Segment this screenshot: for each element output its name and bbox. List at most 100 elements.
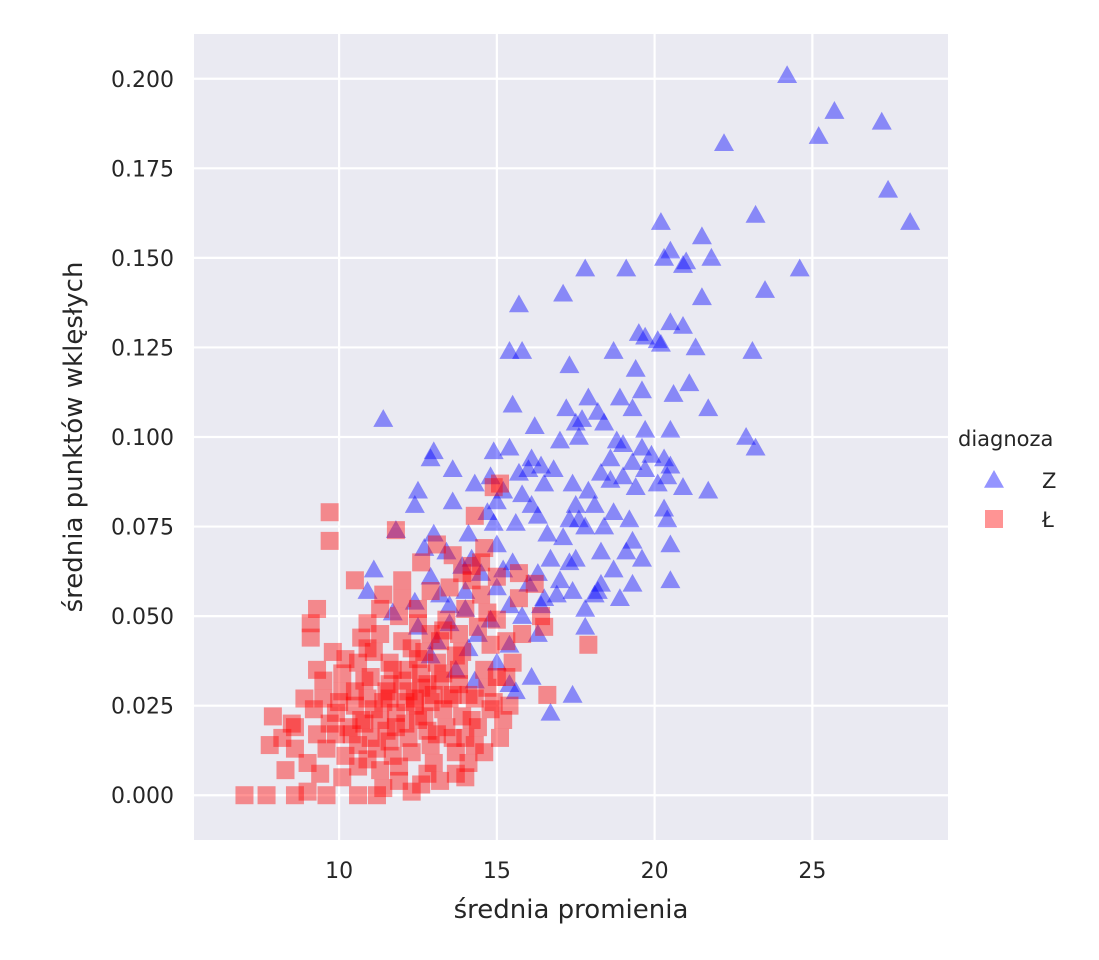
data-point-square: [415, 707, 434, 726]
data-point-triangle: [505, 512, 526, 531]
data-point-square: [339, 718, 358, 737]
data-point-triangle: [755, 280, 776, 298]
data-point-square: [304, 700, 323, 719]
data-point-square: [390, 771, 409, 790]
data-point-triangle: [635, 419, 656, 438]
data-point-triangle: [565, 412, 586, 431]
data-point-square: [405, 696, 424, 715]
data-point-square: [468, 718, 487, 737]
data-point-triangle: [685, 337, 706, 356]
data-point-square: [308, 599, 327, 618]
data-point-triangle: [622, 452, 643, 470]
data-point-triangle: [660, 570, 681, 589]
data-point-square: [301, 628, 320, 647]
y-tick-label: 0.075: [111, 516, 174, 541]
data-point-square: [475, 539, 494, 558]
y-axis-label: średnia punktów wklęsłych: [59, 262, 89, 613]
data-point-square: [405, 689, 424, 708]
data-point-square: [443, 546, 462, 565]
data-point-square: [434, 700, 453, 719]
data-point-triangle: [808, 126, 829, 144]
x-axis-label: średnia promienia: [454, 895, 689, 925]
data-point-triangle: [698, 480, 719, 499]
data-point-triangle: [442, 491, 463, 510]
data-point-triangle: [600, 469, 621, 488]
data-point-square: [345, 682, 364, 701]
data-point-triangle: [603, 559, 624, 578]
data-point-square: [380, 732, 399, 751]
data-point-square: [330, 693, 349, 712]
data-point-square: [345, 696, 364, 715]
data-point-square: [450, 660, 469, 679]
data-point-square: [440, 689, 459, 708]
data-point-triangle: [606, 430, 627, 449]
data-point-triangle: [407, 480, 428, 499]
data-point-square: [314, 689, 333, 708]
data-point-triangle: [499, 341, 520, 359]
x-tick-label: 20: [641, 859, 669, 884]
data-point-triangle: [625, 358, 646, 377]
data-point-triangle: [578, 387, 599, 406]
data-point-square: [402, 743, 421, 762]
data-point-square: [535, 617, 554, 636]
data-point-triangle: [556, 398, 577, 417]
data-point-triangle: [426, 631, 447, 649]
data-point-triangle: [508, 294, 529, 313]
data-point-triangle: [549, 570, 570, 589]
data-point-triangle: [430, 584, 451, 603]
data-point-triangle: [672, 315, 693, 334]
data-point-triangle: [654, 498, 675, 517]
data-point-square: [367, 739, 386, 758]
data-point-triangle: [654, 448, 675, 467]
legend-label: Z: [1042, 469, 1056, 493]
data-point-triangle: [745, 437, 766, 456]
data-point-triangle: [540, 548, 561, 567]
data-point-triangle: [871, 111, 892, 130]
data-point-square: [386, 521, 405, 540]
data-point-square: [509, 564, 528, 583]
data-point-triangle: [486, 491, 507, 510]
data-point-triangle: [635, 459, 656, 478]
data-point-triangle: [587, 581, 608, 599]
data-point-triangle: [521, 448, 542, 467]
data-point-triangle: [527, 505, 548, 524]
data-point-triangle: [660, 455, 681, 474]
data-point-square: [465, 736, 484, 755]
data-point-triangle: [527, 624, 548, 642]
data-point-triangle: [461, 548, 482, 567]
data-point-square: [390, 757, 409, 776]
data-point-square: [320, 714, 339, 733]
data-point-triangle: [404, 495, 425, 513]
data-point-square: [462, 556, 481, 575]
data-point-triangle: [578, 480, 599, 499]
data-point-triangle: [464, 670, 485, 689]
data-point-square: [402, 782, 421, 801]
data-point-triangle: [493, 480, 514, 499]
data-point-square: [393, 671, 412, 690]
data-point-square: [459, 753, 478, 772]
data-point-square: [333, 768, 352, 787]
data-point-triangle: [464, 473, 485, 492]
data-point-square: [415, 642, 434, 661]
data-point-square: [412, 664, 431, 683]
data-point-square: [276, 761, 295, 780]
data-point-square: [298, 782, 317, 801]
data-point-triangle: [480, 609, 501, 628]
data-point-square: [358, 689, 377, 708]
data-point-triangle: [590, 462, 611, 481]
data-point-square: [443, 685, 462, 704]
data-point-triangle: [373, 409, 394, 427]
data-point-triangle: [524, 416, 545, 435]
data-point-square: [361, 668, 380, 687]
y-tick-label: 0.025: [111, 695, 174, 720]
data-point-square: [424, 753, 443, 772]
data-point-square: [503, 653, 522, 672]
data-point-triangle: [603, 502, 624, 521]
data-point-square: [481, 635, 500, 654]
data-point-triangle: [423, 441, 444, 460]
data-point-square: [317, 786, 336, 805]
data-point-square: [323, 642, 342, 661]
data-point-triangle: [900, 212, 921, 230]
data-point-triangle: [609, 387, 630, 406]
data-point-square: [349, 736, 368, 755]
